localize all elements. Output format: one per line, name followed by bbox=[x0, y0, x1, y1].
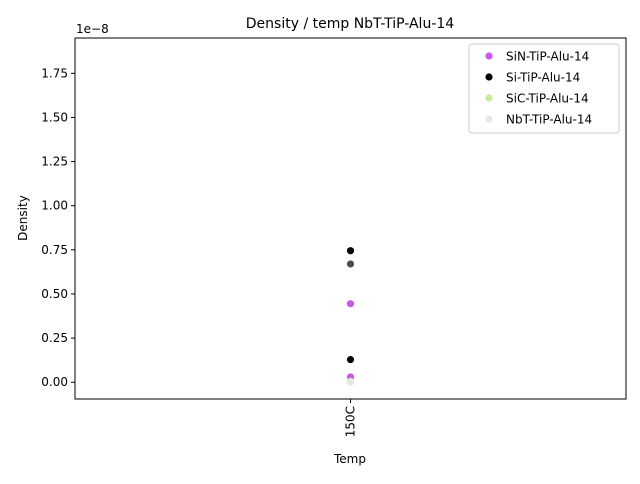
y-tick-label: 0.75 bbox=[41, 243, 68, 257]
legend-marker bbox=[485, 115, 493, 123]
x-tick-label: 150C bbox=[344, 406, 358, 437]
y-tick-label: 0.50 bbox=[41, 287, 68, 301]
legend: SiN-TiP-Alu-14 Si-TiP-Alu-14 SiC-TiP-Alu-1… bbox=[468, 43, 620, 134]
data-point bbox=[346, 260, 355, 268]
y-scale-label: 1e−8 bbox=[76, 22, 109, 36]
legend-marker bbox=[485, 52, 493, 60]
data-point bbox=[346, 247, 355, 255]
data-point bbox=[346, 356, 355, 364]
legend-marker bbox=[485, 73, 493, 81]
legend-label: Si-TiP-Alu-14 bbox=[506, 71, 580, 85]
y-tick-label: 0.00 bbox=[41, 375, 68, 389]
y-tick-label: 1.25 bbox=[41, 155, 68, 169]
data-point bbox=[346, 378, 355, 386]
chart-title: Density / temp NbT-TiP-Alu-14 bbox=[246, 16, 455, 32]
legend-label: SiC-TiP-Alu-14 bbox=[506, 92, 589, 106]
x-axis-label: Temp bbox=[333, 452, 366, 466]
y-tick-label: 1.75 bbox=[41, 66, 68, 80]
legend-label: SiN-TiP-Alu-14 bbox=[506, 50, 589, 64]
legend-box bbox=[468, 43, 620, 134]
y-tick-label: 0.25 bbox=[41, 331, 68, 345]
plot-frame bbox=[74, 37, 627, 400]
axes-layer: 0.00 0.25 0.50 0.75 1.00 1.25 1.50 1.75 150C bbox=[41, 66, 357, 437]
y-axis-label: Density bbox=[16, 195, 30, 241]
legend-label: NbT-TiP-Alu-14 bbox=[506, 113, 592, 127]
y-tick-label: 1.00 bbox=[41, 199, 68, 213]
points-layer bbox=[346, 247, 355, 386]
legend-marker bbox=[485, 94, 493, 102]
y-tick-label: 1.50 bbox=[41, 110, 68, 124]
data-point bbox=[346, 300, 355, 308]
